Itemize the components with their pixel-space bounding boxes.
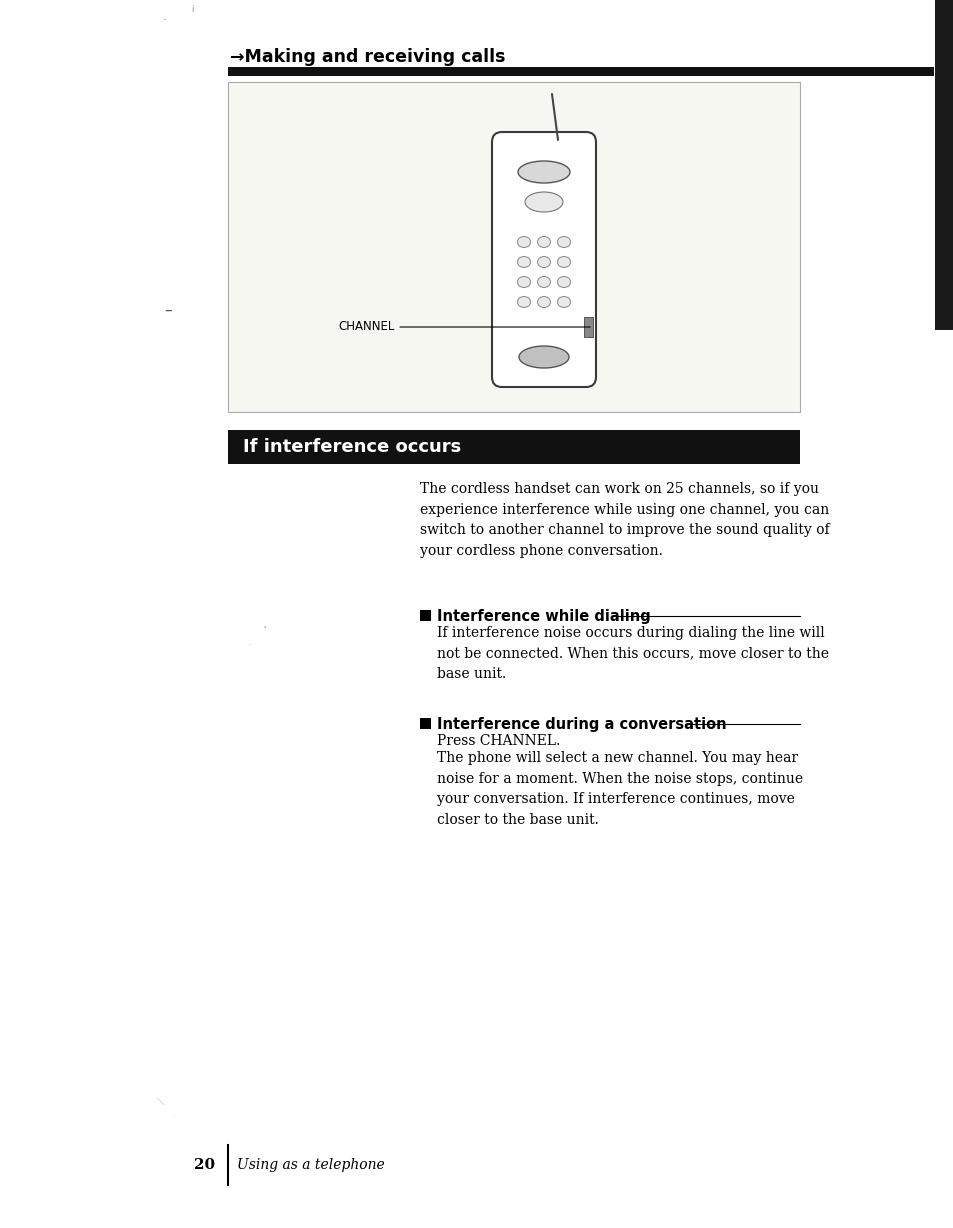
Text: Press CHANNEL.: Press CHANNEL.	[436, 734, 559, 748]
Text: If interference occurs: If interference occurs	[243, 438, 460, 456]
Text: ·: ·	[163, 15, 167, 25]
Text: The phone will select a new channel. You may hear
noise for a moment. When the n: The phone will select a new channel. You…	[436, 752, 802, 826]
Ellipse shape	[557, 276, 570, 287]
Ellipse shape	[537, 257, 550, 268]
Bar	[228, 430, 800, 464]
Ellipse shape	[517, 161, 569, 183]
Ellipse shape	[557, 296, 570, 307]
Ellipse shape	[518, 346, 568, 368]
Bar	[228, 68, 933, 76]
Ellipse shape	[557, 237, 570, 248]
Ellipse shape	[517, 257, 530, 268]
Ellipse shape	[537, 296, 550, 307]
Text: ·: ·	[172, 1113, 174, 1122]
Bar	[419, 610, 431, 621]
Text: –: –	[164, 302, 172, 318]
Ellipse shape	[537, 237, 550, 248]
Text: ·: ·	[262, 621, 267, 635]
Text: The cordless handset can work on 25 channels, so if you
experience interference : The cordless handset can work on 25 chan…	[419, 483, 829, 558]
Text: \: \	[158, 1097, 166, 1106]
Ellipse shape	[537, 276, 550, 287]
Text: CHANNEL: CHANNEL	[337, 321, 590, 334]
Ellipse shape	[557, 257, 570, 268]
Text: →Making and receiving calls: →Making and receiving calls	[230, 48, 505, 66]
Bar	[419, 718, 431, 729]
Text: Interference during a conversation: Interference during a conversation	[436, 716, 726, 732]
Bar	[583, 317, 593, 336]
Text: i: i	[191, 5, 193, 15]
Ellipse shape	[517, 276, 530, 287]
Ellipse shape	[517, 237, 530, 248]
Ellipse shape	[524, 192, 562, 212]
FancyBboxPatch shape	[492, 131, 596, 387]
Text: If interference noise occurs during dialing the line will
not be connected. When: If interference noise occurs during dial…	[436, 626, 828, 682]
Text: Using as a telephone: Using as a telephone	[236, 1158, 384, 1172]
Text: Interference while dialing: Interference while dialing	[436, 609, 650, 624]
FancyBboxPatch shape	[228, 82, 800, 413]
Bar	[934, 0, 953, 330]
Text: 20: 20	[193, 1158, 214, 1172]
Text: ·: ·	[248, 640, 252, 650]
Ellipse shape	[517, 296, 530, 307]
